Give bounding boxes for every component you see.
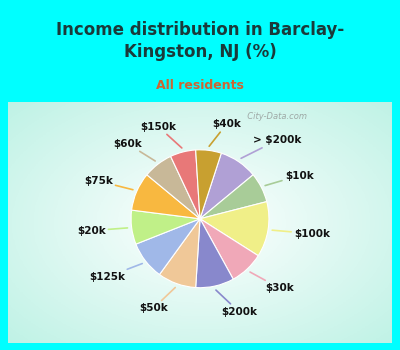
- Wedge shape: [171, 150, 200, 219]
- Text: $60k: $60k: [113, 139, 155, 161]
- Text: $150k: $150k: [140, 121, 182, 148]
- Text: $20k: $20k: [77, 226, 128, 236]
- Text: $200k: $200k: [216, 290, 257, 317]
- Text: $125k: $125k: [89, 264, 142, 282]
- Text: $100k: $100k: [272, 229, 330, 239]
- Wedge shape: [200, 175, 267, 219]
- Text: $40k: $40k: [209, 119, 241, 146]
- Wedge shape: [200, 219, 258, 279]
- Wedge shape: [200, 153, 253, 219]
- Text: All residents: All residents: [156, 79, 244, 92]
- Wedge shape: [132, 175, 200, 219]
- Wedge shape: [196, 219, 233, 288]
- Wedge shape: [200, 202, 269, 256]
- Wedge shape: [136, 219, 200, 274]
- Text: Income distribution in Barclay-
Kingston, NJ (%): Income distribution in Barclay- Kingston…: [56, 21, 344, 61]
- Text: $50k: $50k: [139, 287, 175, 313]
- Wedge shape: [147, 156, 200, 219]
- Text: $10k: $10k: [265, 170, 314, 186]
- Wedge shape: [196, 150, 221, 219]
- Wedge shape: [160, 219, 200, 288]
- Text: > $200k: > $200k: [241, 135, 302, 158]
- Text: $75k: $75k: [84, 176, 133, 190]
- Wedge shape: [131, 210, 200, 244]
- Text: $30k: $30k: [250, 272, 294, 293]
- Text: City-Data.com: City-Data.com: [242, 112, 307, 121]
